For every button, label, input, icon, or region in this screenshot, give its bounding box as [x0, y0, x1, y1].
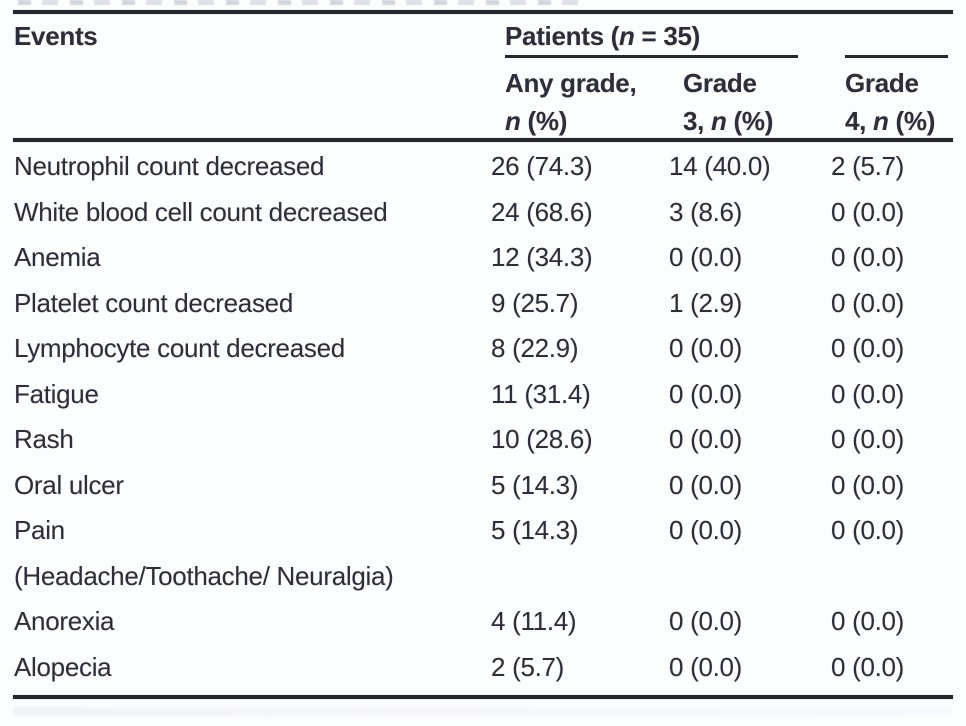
subheader-any-grade-line2-suffix: (%)	[520, 106, 568, 136]
event-cell: Alopecia	[14, 651, 112, 682]
table-row: Alopecia 2 (5.7) 0 (0.0) 0 (0.0)	[0, 645, 966, 691]
table-row: White blood cell count decreased 24 (68.…	[0, 190, 966, 236]
subheader-grade-3-n: n	[711, 106, 727, 136]
subheader-grade-4: Grade 4, n (%)	[810, 64, 966, 140]
grade-4-cell: 0 (0.0)	[831, 287, 905, 318]
grade-4-cell: 0 (0.0)	[831, 424, 905, 455]
any-grade-cell: 12 (34.3)	[491, 242, 593, 273]
subheader-grade-3-line1: Grade	[683, 68, 757, 98]
grade-4-cell: 0 (0.0)	[831, 606, 905, 637]
subheader-any-grade-line1: Any grade,	[505, 68, 637, 98]
any-grade-cell: 24 (68.6)	[491, 196, 593, 227]
event-cell: Anemia	[14, 242, 101, 273]
grade-4-cell: 0 (0.0)	[831, 651, 905, 682]
table-bottom-rule	[13, 695, 953, 699]
table-row: Lymphocyte count decreased 8 (22.9) 0 (0…	[0, 326, 966, 372]
grade-3-cell: 3 (8.6)	[669, 196, 743, 227]
cropped-caption-remnant	[18, 0, 578, 5]
grade-3-cell: 14 (40.0)	[669, 151, 771, 182]
subheader-any-grade: Any grade, n (%)	[505, 64, 683, 140]
table-row: Neutrophil count decreased 26 (74.3) 14 …	[0, 144, 966, 190]
any-grade-cell: 5 (14.3)	[491, 469, 579, 500]
event-cell: White blood cell count decreased	[14, 196, 388, 227]
event-cell: Fatigue	[14, 378, 99, 409]
table-row: Oral ulcer 5 (14.3) 0 (0.0) 0 (0.0)	[0, 463, 966, 509]
grade-4-cell: 0 (0.0)	[831, 196, 905, 227]
event-cell: Rash	[14, 424, 74, 455]
subheader-grade-3-line2-suffix: (%)	[726, 106, 774, 136]
subheader-grade-4-line1: Grade	[845, 68, 919, 98]
any-grade-cell: 5 (14.3)	[491, 515, 579, 546]
event-cell: Platelet count decreased	[14, 287, 293, 318]
patients-group-n: n	[619, 21, 635, 51]
table-body: Neutrophil count decreased 26 (74.3) 14 …	[0, 144, 966, 690]
grade-3-cell: 0 (0.0)	[669, 424, 743, 455]
any-grade-cell: 8 (22.9)	[491, 333, 579, 364]
grade-3-cell: 0 (0.0)	[669, 515, 743, 546]
event-cell: Neutrophil count decreased	[14, 151, 325, 182]
table-row: Rash 10 (28.6) 0 (0.0) 0 (0.0)	[0, 417, 966, 463]
grade-3-cell: 0 (0.0)	[669, 333, 743, 364]
subheader-any-grade-n: n	[505, 106, 521, 136]
event-cell: Oral ulcer	[14, 469, 124, 500]
patients-group-suffix: = 35)	[634, 21, 701, 51]
any-grade-cell: 26 (74.3)	[491, 151, 593, 182]
grade-4-cell: 0 (0.0)	[831, 515, 905, 546]
table-row-continuation: (Headache/Toothache/ Neuralgia)	[0, 554, 966, 600]
subheader-grade-4-n: n	[873, 106, 889, 136]
any-grade-cell: 2 (5.7)	[491, 651, 565, 682]
subheader-grade-3: Grade 3, n (%)	[683, 64, 810, 140]
table-top-rule	[13, 10, 953, 14]
patients-group-header: Patients (n = 35)	[505, 21, 700, 52]
patients-spanner-rule-right	[845, 55, 948, 58]
table-row: Anorexia 4 (11.4) 0 (0.0) 0 (0.0)	[0, 599, 966, 645]
event-cell: Lymphocyte count decreased	[14, 333, 345, 364]
grade-3-cell: 1 (2.9)	[669, 287, 743, 318]
subheader-grade-4-line2-suffix: (%)	[888, 106, 936, 136]
any-grade-cell: 10 (28.6)	[491, 424, 593, 455]
grade-4-cell: 0 (0.0)	[831, 242, 905, 273]
grade-3-cell: 0 (0.0)	[669, 378, 743, 409]
event-cell: Anorexia	[14, 606, 115, 637]
table-row: Platelet count decreased 9 (25.7) 1 (2.9…	[0, 281, 966, 327]
table-row: Fatigue 11 (31.4) 0 (0.0) 0 (0.0)	[0, 372, 966, 418]
grade-4-cell: 0 (0.0)	[831, 469, 905, 500]
subheader-grade-3-line2-prefix: 3,	[683, 106, 712, 136]
table-row: Pain 5 (14.3) 0 (0.0) 0 (0.0)	[0, 508, 966, 554]
grade-4-cell: 2 (5.7)	[831, 151, 905, 182]
header-bottom-rule	[13, 138, 953, 142]
grade-3-cell: 0 (0.0)	[669, 651, 743, 682]
grade-3-cell: 0 (0.0)	[669, 242, 743, 273]
any-grade-cell: 4 (11.4)	[491, 606, 577, 637]
table-row: Anemia 12 (34.3) 0 (0.0) 0 (0.0)	[0, 235, 966, 281]
grade-4-cell: 0 (0.0)	[831, 378, 905, 409]
subheader-grade-4-line2-prefix: 4,	[845, 106, 874, 136]
grade-4-cell: 0 (0.0)	[831, 333, 905, 364]
patients-spanner-rule-left	[505, 55, 798, 58]
event-cell: Pain	[14, 515, 65, 546]
grade-3-cell: 0 (0.0)	[669, 469, 743, 500]
events-column-header: Events	[14, 21, 98, 51]
any-grade-cell: 11 (31.4)	[491, 378, 591, 409]
any-grade-cell: 9 (25.7)	[491, 287, 579, 318]
patients-group-prefix: Patients (	[505, 21, 620, 51]
grade-3-cell: 0 (0.0)	[669, 606, 743, 637]
event-cell-line2: (Headache/Toothache/ Neuralgia)	[14, 560, 394, 591]
blurred-footnote-remnant	[13, 707, 953, 716]
